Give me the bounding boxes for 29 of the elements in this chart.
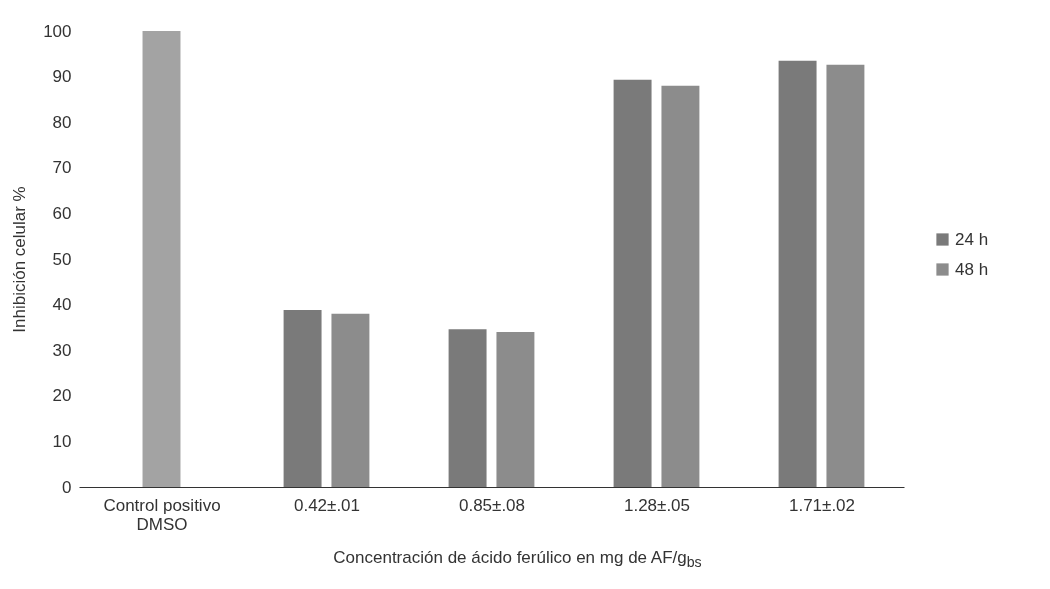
x-tick-label: 0.42±.01	[293, 495, 361, 515]
y-tick-label: 40	[52, 295, 72, 315]
bar	[613, 79, 652, 487]
legend-label: 48 h	[955, 259, 989, 279]
x-tick-label: 1.71±.02	[788, 495, 856, 515]
x-axis-title: Concentración de ácido ferúlico en mg de AF/g$_{bs}$	[332, 548, 703, 571]
y-tick-label: 20	[52, 386, 72, 406]
bar	[826, 64, 865, 487]
y-tick-label: 0	[62, 477, 72, 497]
bar	[778, 60, 817, 487]
bar	[448, 329, 487, 487]
y-tick-label: 10	[52, 431, 72, 451]
y-tick-label: 100	[43, 21, 72, 41]
y-axis-title: Inhibición celular %	[10, 186, 30, 333]
y-tick-label: 50	[52, 249, 72, 269]
y-tick-label: 90	[52, 67, 72, 87]
x-tick-label: 1.28±.05	[623, 495, 691, 515]
bar	[496, 331, 535, 487]
y-tick-label: 80	[52, 112, 72, 132]
bar	[661, 85, 700, 487]
y-tick-label: 70	[52, 158, 72, 178]
x-tick-label: Control positivo DMSO	[103, 495, 221, 534]
bar	[142, 31, 181, 487]
bar	[331, 313, 370, 487]
legend-label: 24 h	[955, 229, 989, 249]
y-tick-label: 60	[52, 203, 72, 223]
y-tick-label: 30	[52, 340, 72, 360]
x-tick-label: 0.85±.08	[458, 495, 526, 515]
bar	[283, 310, 322, 487]
